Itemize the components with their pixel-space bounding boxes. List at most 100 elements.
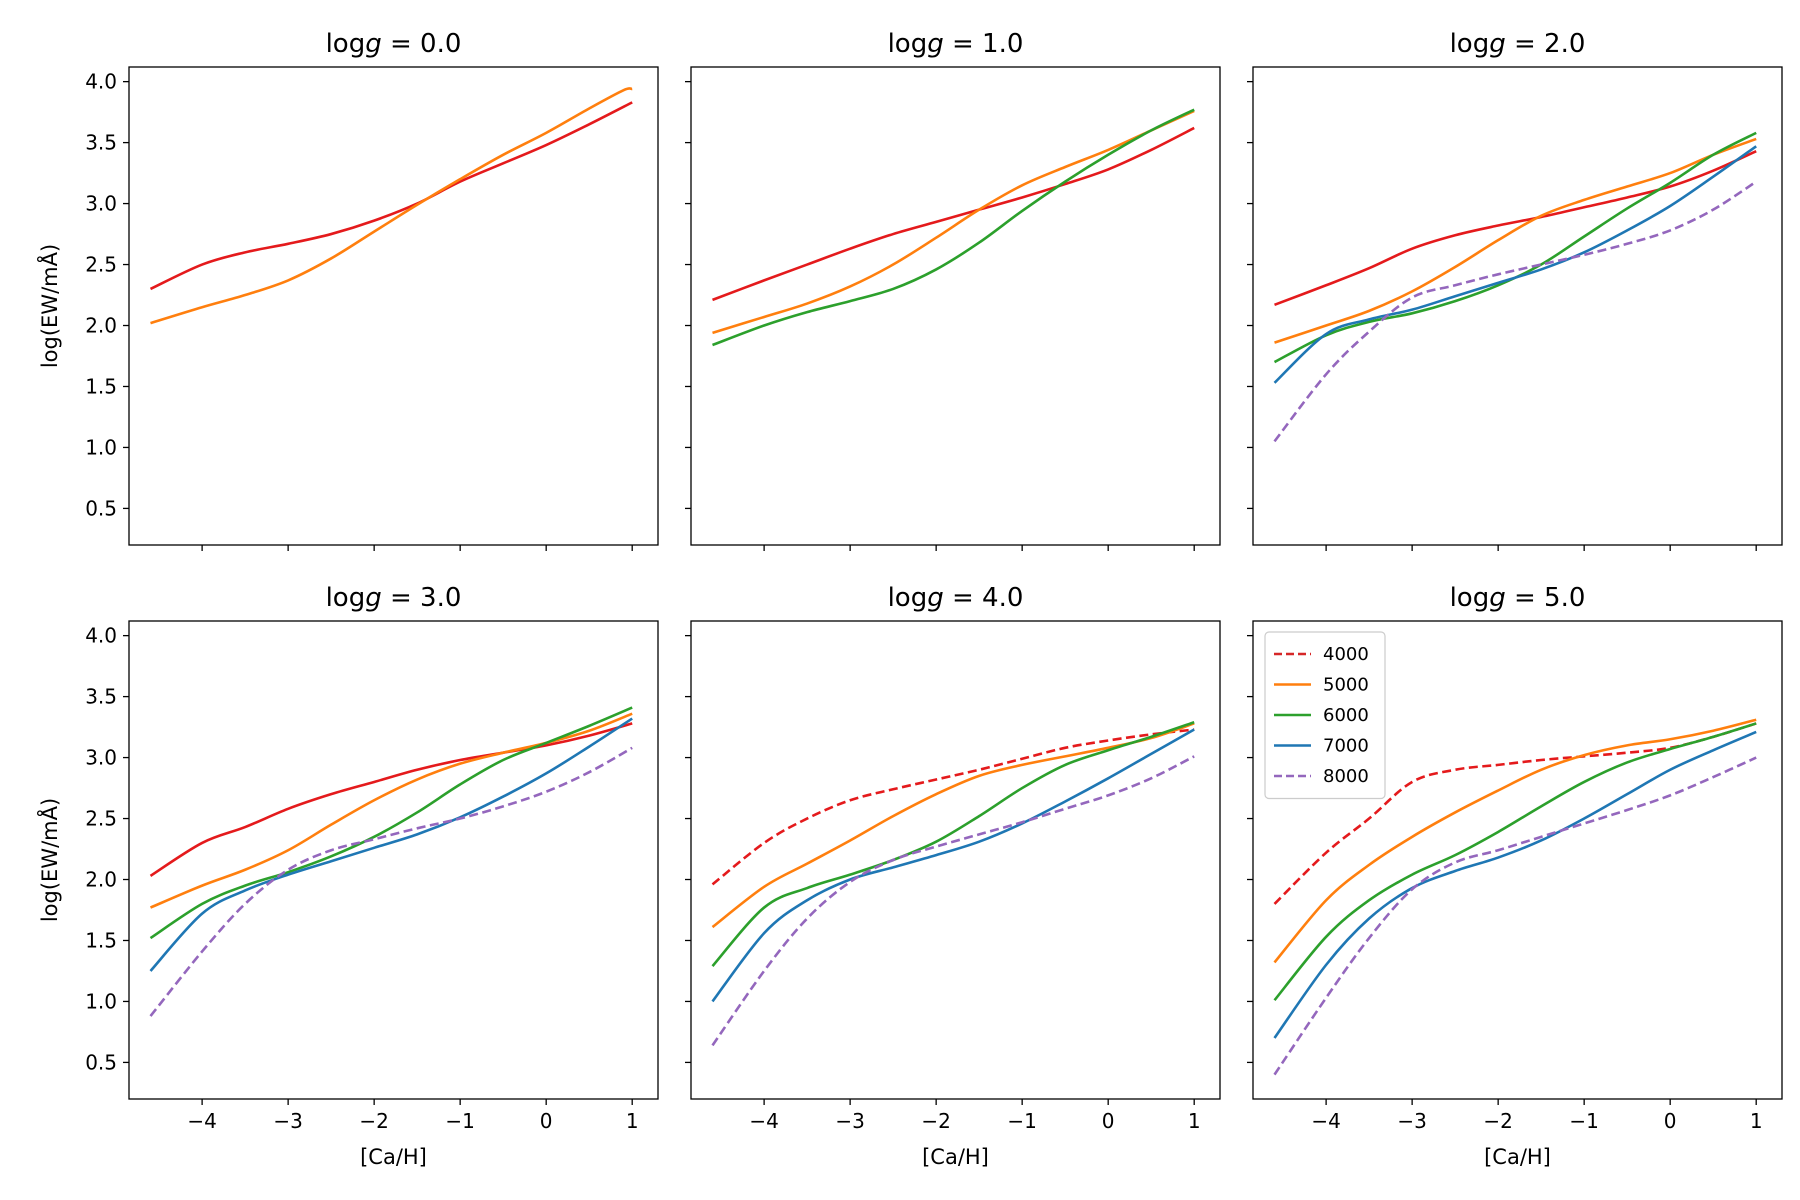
panel-title-value: = 5.0 [1506, 583, 1586, 613]
x-tick-label: −1 [1007, 1109, 1036, 1133]
y-tick-label: 0.5 [85, 1050, 117, 1074]
legend-label-6000: 6000 [1323, 705, 1369, 726]
series-line-8000 [149, 746, 633, 1017]
x-tick-label: −1 [1569, 1109, 1598, 1133]
series-line-6000 [149, 706, 633, 940]
y-tick-label: 2.0 [85, 314, 117, 338]
legend-label-5000: 5000 [1323, 675, 1369, 696]
y-tick-label: 1.5 [85, 928, 117, 952]
legend-box [1264, 631, 1386, 800]
series-line-8000 [711, 755, 1195, 1047]
series-line-8000 [1273, 756, 1757, 1076]
panel-4: logg = 3.0 −4 −3 −2 −1 0 1 0.5 1.0 1.5 2.0 2.5 3.0 3.… [36, 583, 659, 1169]
axes-frame [1252, 620, 1783, 1100]
series-group [1273, 131, 1757, 443]
panel-title-value: = 0.0 [382, 29, 462, 59]
series-line-7000 [1273, 730, 1757, 1039]
panel-title-var: g [927, 29, 944, 59]
series-line-5000 [1274, 137, 1757, 344]
panel-title-prefix: log [326, 583, 366, 613]
x-tick-label: −3 [835, 1109, 864, 1133]
axes-frame [1252, 66, 1783, 546]
x-axis-label: [Ca/H] [360, 1145, 427, 1169]
panel-3: logg = 2.0 [1247, 29, 1783, 551]
x-tick-label: −3 [273, 1109, 302, 1133]
legend: 4000 5000 6000 7000 8000 [1264, 631, 1386, 800]
panel-title-value: = 4.0 [944, 583, 1024, 613]
y-axis-label: log(EW/mÅ) [36, 798, 62, 922]
y-tick-label: 3.0 [85, 192, 117, 216]
y-tick-label: 4.0 [85, 70, 117, 94]
x-tick-label: −2 [359, 1109, 388, 1133]
series-line-6000 [1273, 722, 1757, 1002]
x-tick-label: −1 [445, 1109, 474, 1133]
x-tick-label: −4 [749, 1109, 778, 1133]
series-line-5000 [711, 722, 1195, 929]
y-tick-label: 1.0 [85, 435, 117, 459]
panel-title-prefix: log [326, 29, 366, 59]
y-tick-label: 2.0 [85, 868, 117, 892]
series-line-7000 [1273, 145, 1757, 384]
panel-5: logg = 4.0 −4 −3 −2 −1 0 1 [Ca/H] [685, 583, 1221, 1169]
y-tick-label: 1.0 [85, 989, 117, 1013]
panel-title-var: g [1489, 29, 1506, 59]
x-tick-label: −2 [921, 1109, 950, 1133]
x-tick-label: 0 [1664, 1109, 1677, 1133]
panel-title: logg = 3.0 [326, 583, 462, 613]
panel-title-value: = 1.0 [944, 29, 1024, 59]
panel-title-value: = 2.0 [1506, 29, 1586, 59]
legend-label-7000: 7000 [1323, 736, 1369, 757]
series-group [1273, 718, 1757, 1076]
x-tick-label: 1 [626, 1109, 639, 1133]
series-line-7000 [711, 728, 1195, 1003]
panel-title-var: g [365, 29, 382, 59]
series-line-6000 [712, 108, 1195, 347]
y-tick-label: 0.5 [85, 496, 117, 520]
series-line-5000 [1273, 718, 1757, 964]
panel-title-var: g [1489, 583, 1506, 613]
x-tick-label: 0 [1102, 1109, 1115, 1133]
x-tick-label: −3 [1397, 1109, 1426, 1133]
axes-frame [690, 620, 1221, 1100]
y-tick-label: 1.5 [85, 374, 117, 398]
series-group [149, 706, 633, 1017]
x-tick-label: 1 [1188, 1109, 1201, 1133]
legend-label-8000: 8000 [1323, 766, 1369, 787]
x-tick-label: 1 [1750, 1109, 1763, 1133]
x-tick-label: −4 [187, 1109, 216, 1133]
series-line-4000 [712, 126, 1195, 302]
panel-1: logg = 0.0 0.5 1.0 1.5 2.0 2.5 3.0 3.5 4.0 log(EW… [36, 29, 659, 551]
x-axis-label: [Ca/H] [1484, 1145, 1551, 1169]
axes-frame [128, 620, 659, 1100]
panel-2: logg = 1.0 [685, 29, 1221, 551]
series-group [712, 108, 1195, 347]
series-line-6000 [711, 720, 1195, 967]
y-axis-label: log(EW/mÅ) [36, 244, 62, 368]
panel-title-prefix: log [1450, 29, 1490, 59]
y-tick-label: 4.0 [85, 624, 117, 648]
panel-title: logg = 1.0 [888, 29, 1024, 59]
panel-title: logg = 4.0 [888, 583, 1024, 613]
x-tick-label: 0 [540, 1109, 553, 1133]
series-group [149, 87, 633, 325]
series-group [711, 720, 1195, 1047]
series-line-7000 [149, 717, 633, 972]
y-tick-label: 2.5 [85, 253, 117, 277]
panel-title: logg = 2.0 [1450, 29, 1586, 59]
series-line-4000 [149, 101, 633, 291]
axes-frame [128, 66, 659, 546]
y-tick-label: 3.5 [85, 685, 117, 709]
series-line-5000 [712, 109, 1195, 335]
x-tick-label: −2 [1483, 1109, 1512, 1133]
panel-title-value: = 3.0 [382, 583, 462, 613]
panel-title: logg = 0.0 [326, 29, 462, 59]
panel-title-prefix: log [888, 583, 928, 613]
panel-title-prefix: log [888, 29, 928, 59]
y-tick-label: 3.0 [85, 746, 117, 770]
axes-frame [690, 66, 1221, 546]
x-tick-label: −4 [1311, 1109, 1340, 1133]
series-line-5000 [150, 87, 633, 325]
series-line-4000 [149, 722, 633, 877]
series-line-8000 [1273, 180, 1757, 443]
